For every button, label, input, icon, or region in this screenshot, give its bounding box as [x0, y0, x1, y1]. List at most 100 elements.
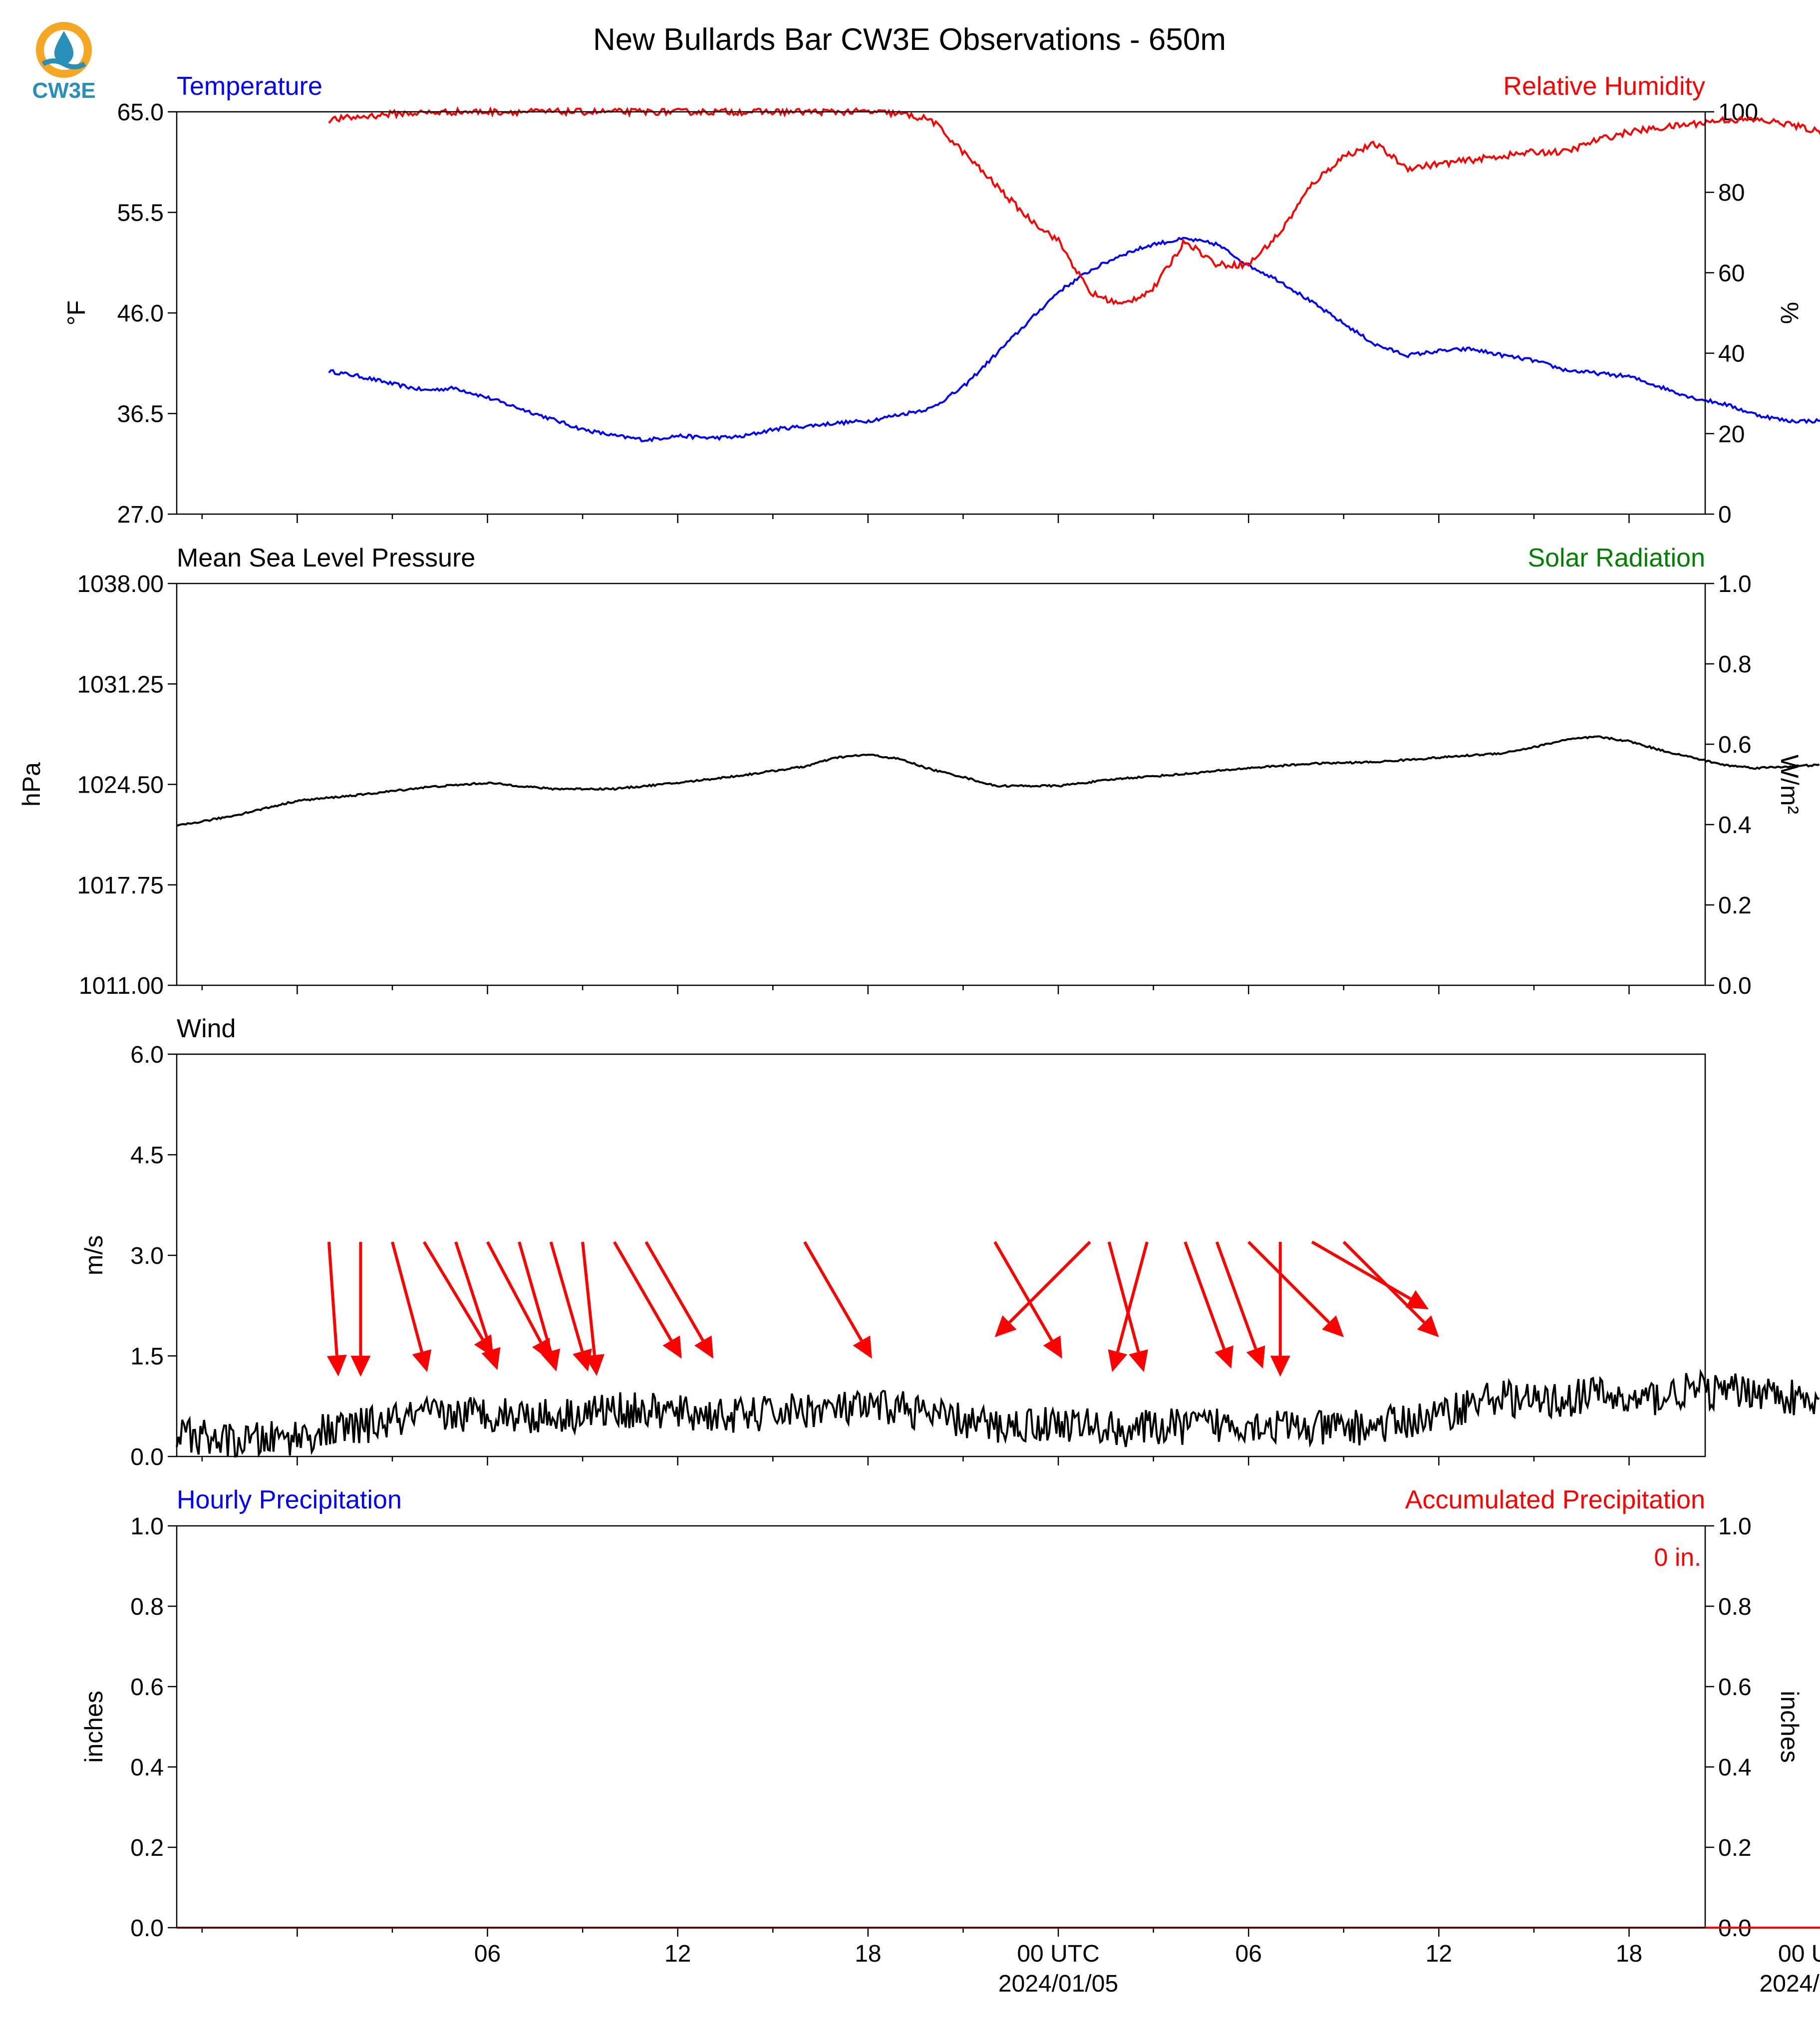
precip-y-label: inches: [80, 1691, 108, 1763]
x-date-label: 2024/01/05: [998, 1971, 1118, 1997]
wind-arrow-head: [350, 1356, 371, 1377]
y-tick-label: 4.5: [130, 1143, 164, 1169]
y-tick-label: 1024.50: [77, 772, 164, 799]
temperature-humidity-lines: [328, 106, 1820, 443]
wind-arrow-icon: [518, 1241, 561, 1372]
x-tick-label: 00 UTC: [1017, 1941, 1099, 1967]
y2-tick-label: 0.6: [1718, 1674, 1752, 1701]
panel2-x-ticks: [201, 985, 1630, 994]
y2-tick-label: 1.0: [1718, 1513, 1752, 1540]
wind-arrow-icon: [391, 1241, 432, 1372]
pressure-y-ticks: 1011.00 1017.75 1024.50 1031.25 1038.00: [77, 571, 177, 999]
panel3-x-ticks: [201, 1456, 1630, 1465]
x-tick-label: 12: [1426, 1941, 1452, 1967]
wind-arrow-icon: [1270, 1242, 1290, 1377]
y-tick-label: 0.4: [130, 1754, 164, 1781]
wind-arrow-icon: [1342, 1241, 1439, 1338]
wind-arrow-shaft: [1184, 1241, 1225, 1350]
wind-arrow-icon: [1107, 1241, 1149, 1372]
wind-arrow-icon: [613, 1241, 682, 1359]
y2-tick-label: 0.4: [1718, 812, 1752, 839]
wind-arrow-icon: [1311, 1240, 1429, 1310]
accum-precip-title: Accumulated Precipitation: [1405, 1485, 1705, 1514]
y-tick-label: 0.0: [130, 1444, 164, 1470]
wind-arrow-shaft: [993, 1241, 1053, 1342]
wind-arrow-icon: [803, 1241, 872, 1359]
precipitation-panel: Hourly Precipitation Accumulated Precipi…: [80, 1485, 1820, 1997]
x-tick-label: 12: [664, 1941, 691, 1967]
y-tick-label: 1038.00: [77, 571, 164, 597]
y-tick-label: 1031.25: [77, 671, 164, 698]
accum-precip-annotation: 0 in.: [1654, 1543, 1701, 1571]
figure-title: New Bullards Bar CW3E Observations - 650…: [593, 22, 1226, 57]
precip-y-ticks: 0.0 0.2 0.4 0.6 0.8 1.0: [130, 1513, 177, 1942]
wind-arrow-shaft: [327, 1241, 338, 1356]
wind-arrow-shaft: [613, 1241, 673, 1342]
wind-arrow-head: [585, 1354, 605, 1376]
wind-title: Wind: [177, 1014, 236, 1043]
temperature-title: Temperature: [177, 72, 322, 101]
y2-tick-label: 40: [1718, 341, 1745, 367]
y2-tick-label: 0.8: [1718, 651, 1752, 678]
y-tick-label: 1.5: [130, 1344, 164, 1370]
wind-y-label: m/s: [80, 1235, 108, 1276]
wind-arrow-icon: [993, 1241, 1062, 1359]
y-tick-label: 1017.75: [77, 872, 164, 899]
wind-arrow-shaft: [422, 1241, 484, 1341]
series-line: [328, 106, 1820, 305]
wind-arrow-head: [1214, 1345, 1233, 1369]
wind-panel: Wind 0.0 1.5 3.0 4.5 6.0 m/s: [80, 1014, 1820, 1470]
series-line: [176, 735, 1820, 827]
wind-arrow-icon: [644, 1241, 714, 1359]
wind-arrow-shaft: [803, 1241, 863, 1342]
y-tick-label: 27.0: [117, 502, 164, 528]
wind-arrow-icon: [1215, 1241, 1265, 1369]
wind-arrow-head: [573, 1348, 592, 1372]
y2-tick-label: 1.0: [1718, 571, 1752, 597]
wind-direction-arrows: [326, 1240, 1439, 1377]
wind-arrow-head: [1405, 1290, 1429, 1310]
pressure-line: [176, 735, 1820, 827]
panel2-frame: [176, 582, 1706, 986]
solar-title: Solar Radiation: [1527, 544, 1705, 573]
y-tick-label: 6.0: [130, 1042, 164, 1068]
wind-arrow-shaft: [1311, 1240, 1412, 1300]
y-tick-label: 0.0: [130, 1915, 164, 1942]
x-tick-label: 06: [474, 1941, 501, 1967]
wind-arrow-shaft: [1215, 1241, 1257, 1350]
temperature-y-label: °F: [62, 300, 90, 326]
y-tick-label: 0.6: [130, 1674, 164, 1701]
wind-arrow-shaft: [486, 1241, 543, 1343]
pressure-title: Mean Sea Level Pressure: [177, 544, 475, 573]
y2-tick-label: 0.6: [1718, 732, 1752, 758]
wind-arrow-head: [326, 1355, 347, 1377]
wind-arrow-shaft: [454, 1241, 493, 1351]
wind-arrow-head: [1270, 1356, 1290, 1377]
wind-arrow-shaft: [549, 1241, 584, 1352]
y2-tick-label: 60: [1718, 260, 1745, 287]
wind-arrow-head: [662, 1335, 682, 1359]
wind-arrow-head: [412, 1349, 432, 1372]
wind-arrow-icon: [486, 1241, 551, 1361]
y-tick-label: 36.5: [117, 401, 164, 428]
wind-arrow-icon: [454, 1241, 501, 1370]
logo-drop-icon: [54, 31, 74, 64]
wind-arrow-head: [1043, 1335, 1062, 1359]
temperature-y-ticks: 27.0 36.5 46.0 55.5 65.0: [117, 99, 177, 528]
y2-tick-label: 0: [1718, 502, 1732, 528]
y-tick-label: 0.8: [130, 1594, 164, 1620]
y-tick-label: 46.0: [117, 300, 164, 327]
solar-y-ticks: 0.0 0.2 0.4 0.6 0.8 1.0: [1705, 571, 1752, 999]
wind-arrow-icon: [350, 1242, 371, 1377]
wind-arrow-icon: [549, 1241, 592, 1372]
wind-arrow-head: [1108, 1349, 1128, 1372]
humidity-y-label: %: [1776, 302, 1804, 324]
series-line: [328, 237, 1820, 443]
y2-tick-label: 0.0: [1718, 973, 1752, 999]
y-tick-label: 55.5: [117, 200, 164, 227]
y2-tick-label: 80: [1718, 180, 1745, 206]
y-tick-label: 65.0: [117, 99, 164, 126]
accum-precip-y-label: inches: [1776, 1691, 1804, 1763]
